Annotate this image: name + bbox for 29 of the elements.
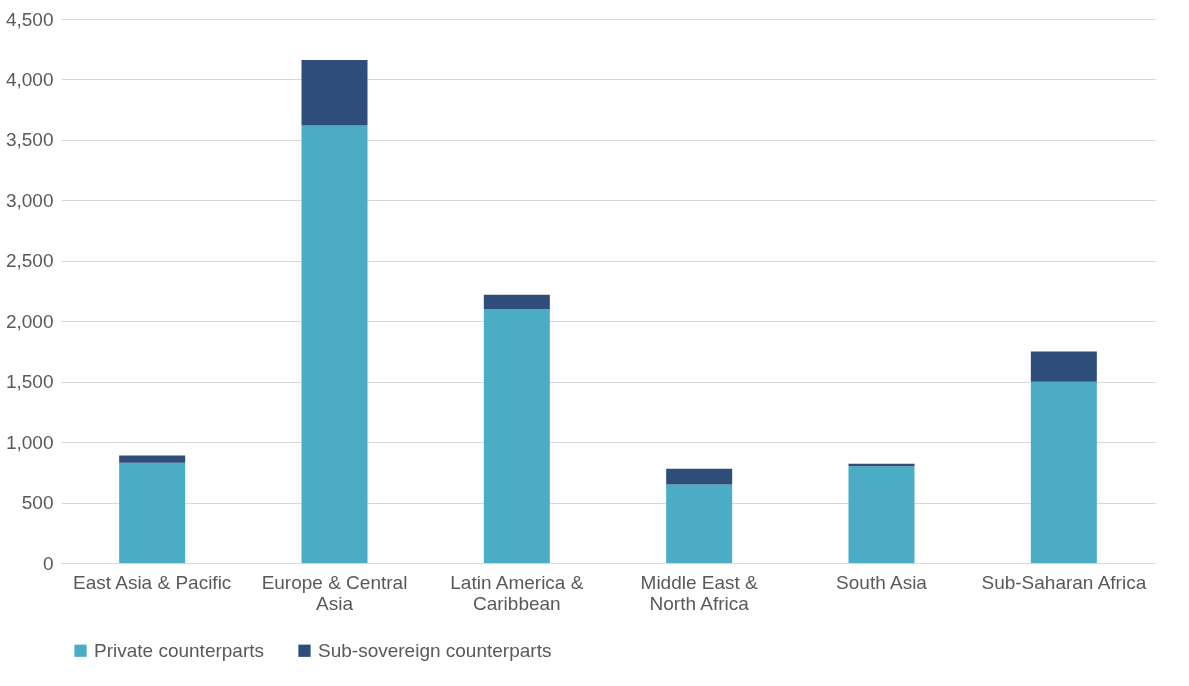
y-tick-label: 3,000: [5, 189, 54, 211]
bar: [301, 125, 368, 563]
x-tick-label: Europe & Central Asia: [261, 571, 408, 614]
y-tick-label: 3,500: [5, 129, 54, 151]
bar: [1030, 351, 1097, 382]
legend-label: Sub-sovereign counterparts: [318, 639, 552, 661]
bar: [119, 462, 186, 563]
bar: [1030, 381, 1097, 563]
x-tick-label: South Asia: [836, 571, 928, 593]
x-tick-label: Latin America & Caribbean: [450, 571, 584, 614]
bar: [483, 294, 550, 310]
y-tick-label: 1,500: [5, 371, 54, 393]
bar: [666, 468, 733, 485]
bar: [483, 309, 550, 563]
x-tick-label: Middle East & North Africa: [640, 571, 759, 614]
y-tick-label: 4,500: [5, 8, 54, 30]
x-tick-label: East Asia & Pacific: [72, 571, 232, 593]
bar: [301, 60, 368, 126]
bar: [848, 466, 915, 563]
y-tick-label: 0: [42, 552, 54, 574]
bar: [666, 484, 733, 563]
y-tick-label: 2,500: [5, 250, 54, 272]
y-tick-label: 500: [21, 492, 54, 514]
y-tick-label: 4,000: [5, 68, 54, 90]
y-tick-label: 1,000: [5, 431, 54, 453]
y-tick-label: 2,000: [5, 310, 54, 332]
x-tick-label: Sub-Saharan Africa: [981, 571, 1147, 593]
legend-label: Private counterparts: [94, 639, 265, 661]
bar: [119, 455, 186, 463]
